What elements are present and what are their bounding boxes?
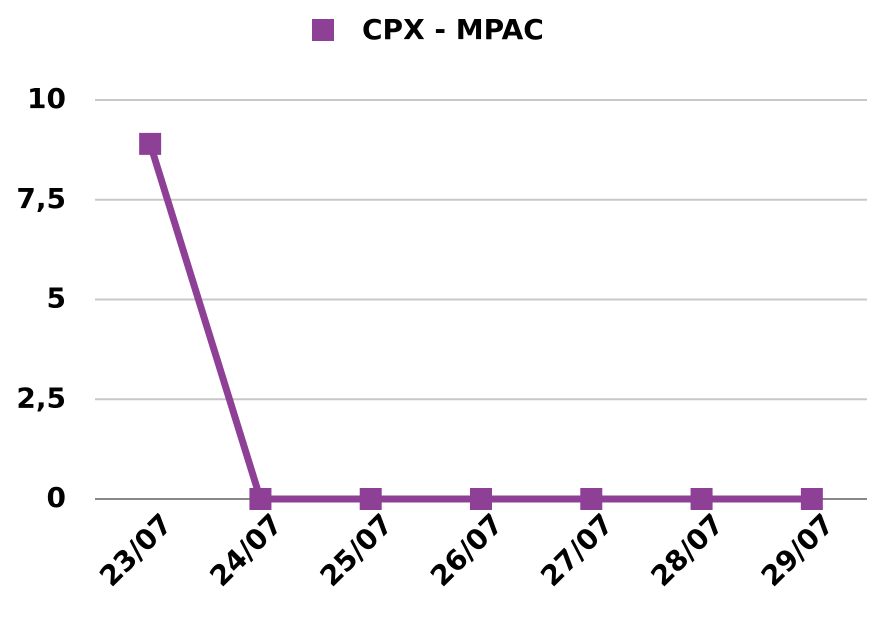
y-tick-label: 10: [27, 82, 66, 115]
x-tick-label: 23/07: [93, 507, 179, 593]
x-tick-label: 29/07: [755, 507, 841, 593]
x-tick-label: 24/07: [203, 507, 289, 593]
line: [146, 142, 812, 503]
x-tick-label: 25/07: [314, 507, 400, 593]
point-marker: [580, 488, 603, 510]
y-tick-label: 7,5: [16, 182, 66, 215]
x-tick-label: 26/07: [424, 507, 510, 593]
point-marker: [800, 488, 823, 510]
point-marker: [470, 488, 492, 510]
point-marker: [249, 488, 272, 510]
x-tick-label: 28/07: [645, 507, 731, 593]
y-tick-label: 0: [47, 481, 66, 514]
point-marker: [139, 132, 162, 155]
point-marker: [690, 488, 713, 510]
x-tick-label: 27/07: [534, 507, 620, 593]
legend-label: CPX - MPAC: [362, 13, 544, 46]
point-marker: [359, 488, 382, 510]
legend-marker: [312, 19, 334, 41]
y-tick-label: 5: [47, 282, 66, 315]
y-tick-label: 2,5: [16, 381, 66, 414]
